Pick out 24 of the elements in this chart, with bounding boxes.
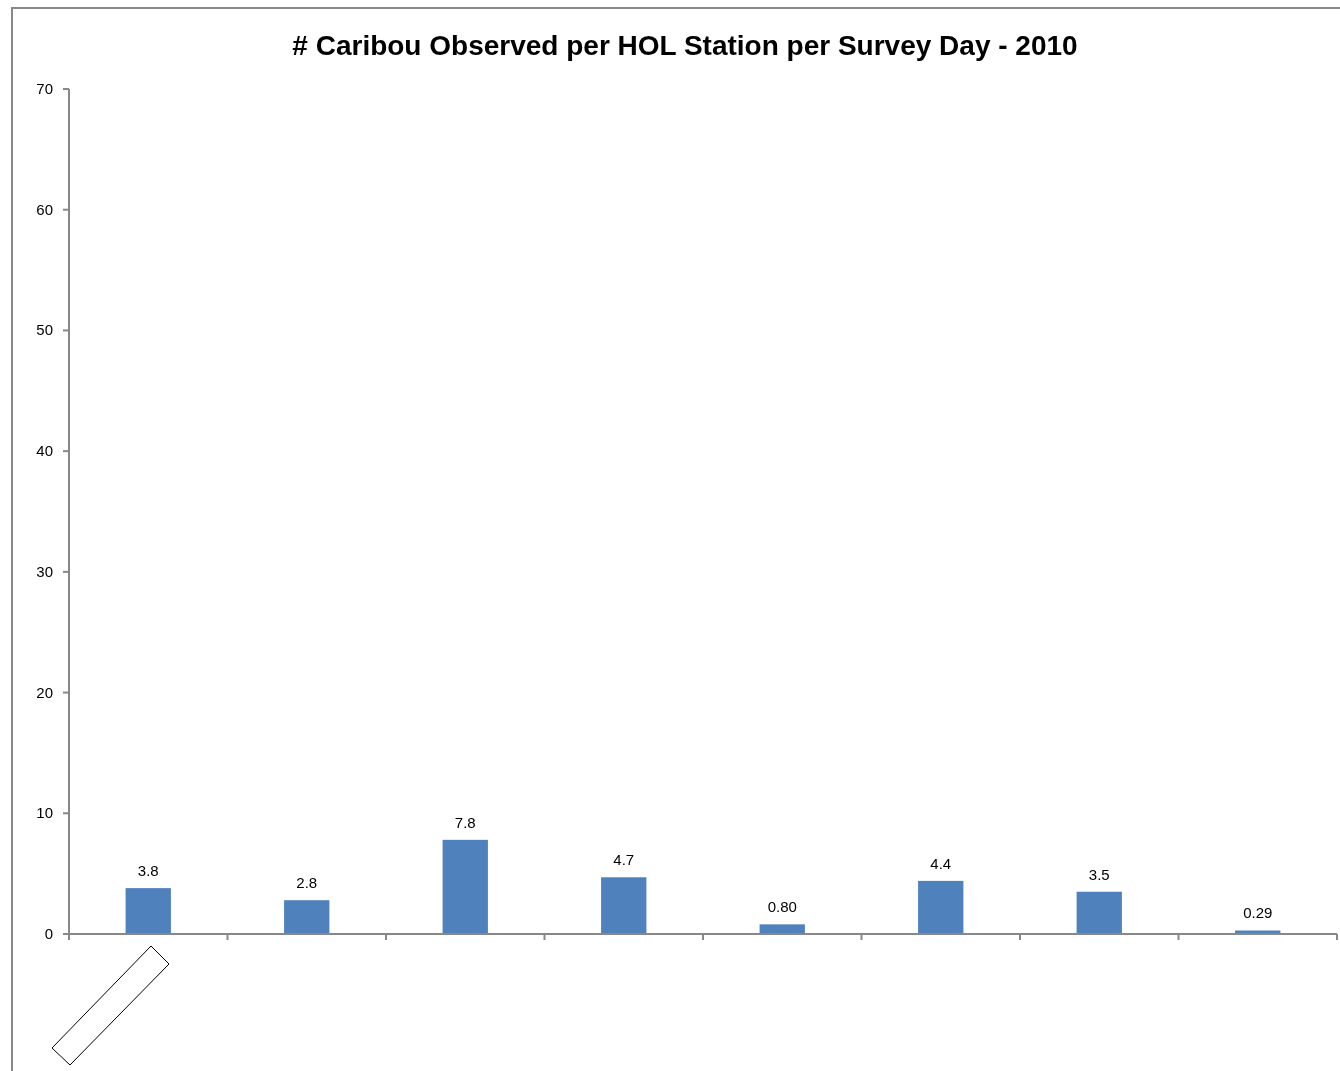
y-tick-label: 0 [44,925,53,942]
y-tick-label: 10 [36,804,53,822]
chart-title: # Caribou Observed per HOL Station per Survey Day - 2010 [292,30,1078,61]
y-tick-label: 50 [36,321,53,339]
bar [918,880,964,934]
data-label: 4.7 [613,851,635,869]
data-label: 0.29 [1243,904,1273,922]
bar [442,839,488,934]
bar [759,924,805,934]
data-label: 2.8 [296,874,318,892]
y-tick-label: 40 [36,442,53,460]
bar [125,888,171,934]
data-label: 0.80 [767,898,797,916]
data-label: 3.5 [1088,865,1110,883]
y-tick-label: 30 [36,562,53,580]
y-tick-label: 70 [36,80,53,97]
bar [601,877,647,934]
data-label: 4.4 [930,854,952,872]
y-tick-label: 60 [36,200,53,218]
y-tick-label: 20 [36,683,53,701]
data-label: 7.8 [454,813,476,831]
bar [1076,891,1122,934]
data-label: 3.8 [137,862,159,880]
bar [284,900,330,934]
